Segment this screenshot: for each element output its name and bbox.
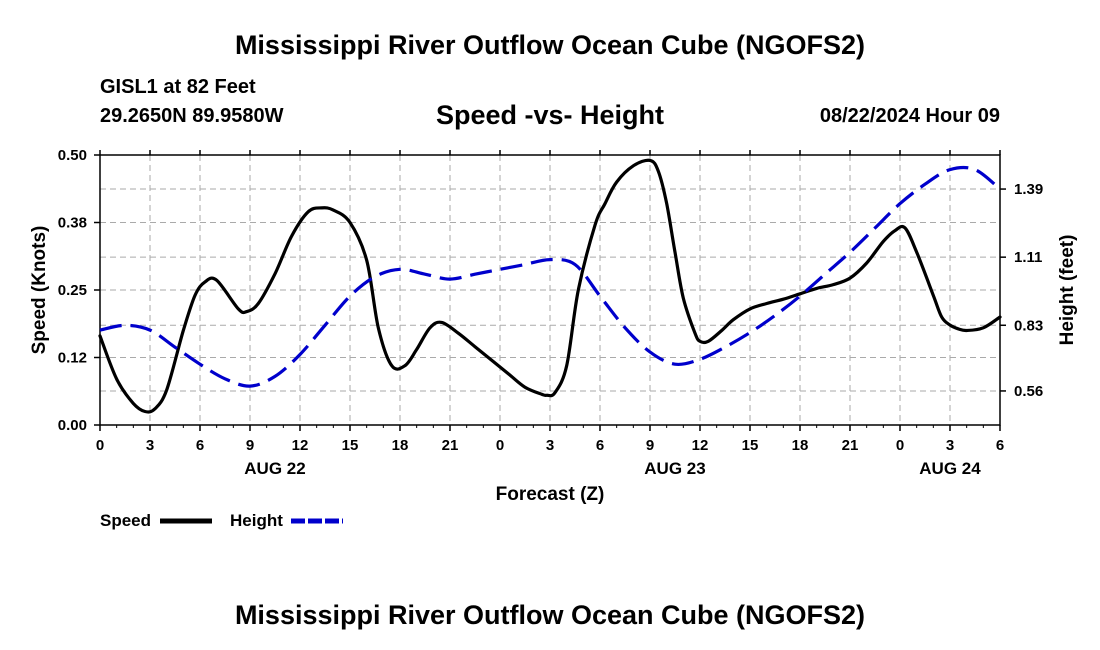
y2-axis-label: Height (feet) <box>1057 235 1078 346</box>
y2-tick-label: 0.83 <box>1014 317 1043 334</box>
y-tick-label: 0.25 <box>58 282 87 299</box>
date-label: AUG 22 <box>244 459 305 478</box>
y-tick-label: 0.50 <box>58 147 87 164</box>
chart-title: Mississippi River Outflow Ocean Cube (NG… <box>234 30 866 60</box>
series-line-speed <box>98 158 1002 414</box>
x-tick-label: 3 <box>946 437 954 454</box>
x-tick-label: 12 <box>692 437 709 454</box>
x-tick-label: 9 <box>246 437 254 454</box>
x-tick-label: 18 <box>392 437 409 454</box>
x-tick-label: 18 <box>792 437 809 454</box>
legend-speed-label: Speed <box>100 511 151 530</box>
series-line-height <box>99 165 1002 388</box>
grid <box>100 155 1000 425</box>
x-axis-label: Forecast (Z) <box>496 484 605 505</box>
x-tick-label: 15 <box>742 437 759 454</box>
x-tick-label: 12 <box>292 437 309 454</box>
y2-tick-label: 1.11 <box>1014 249 1042 266</box>
y2-tick-label: 1.39 <box>1014 181 1043 198</box>
axes: 0 3 6 9 12 15 18 21 0 3 6 9 12 15 18 21 0 3 6 AUG 22 AUG 23 A… <box>58 147 1043 478</box>
x-tick-label: 6 <box>196 437 204 454</box>
x-tick-label: 3 <box>546 437 554 454</box>
y-tick-label: 0.00 <box>58 417 87 434</box>
station-label: GISL1 at 82 Feet <box>100 76 256 98</box>
forecast-datetime: 08/22/2024 Hour 09 <box>819 105 1000 127</box>
series-layer <box>98 158 1002 414</box>
legend: Speed Height <box>100 511 343 530</box>
x-tick-label: 3 <box>146 437 154 454</box>
x-tick-label: 15 <box>342 437 359 454</box>
date-label: AUG 24 <box>919 459 981 478</box>
station-coordinates: 29.2650N 89.9580W <box>100 105 284 127</box>
x-tick-label: 9 <box>646 437 654 454</box>
x-tick-label: 0 <box>496 437 504 454</box>
x-tick-label: 6 <box>996 437 1004 454</box>
x-tick-label: 21 <box>442 437 459 454</box>
y-tick-label: 0.12 <box>58 350 87 367</box>
x-tick-label: 21 <box>842 437 859 454</box>
x-tick-label: 0 <box>96 437 104 454</box>
x-tick-label: 6 <box>596 437 604 454</box>
x-tick-label: 0 <box>896 437 904 454</box>
y-tick-label: 0.38 <box>58 215 87 232</box>
y-axis-label: Speed (Knots) <box>29 226 50 355</box>
y2-tick-label: 0.56 <box>1014 383 1043 400</box>
date-label: AUG 23 <box>644 459 705 478</box>
chart-subtitle: Speed -vs- Height <box>435 100 665 130</box>
legend-height-label: Height <box>230 511 283 530</box>
footer-title: Mississippi River Outflow Ocean Cube (NG… <box>234 600 866 630</box>
